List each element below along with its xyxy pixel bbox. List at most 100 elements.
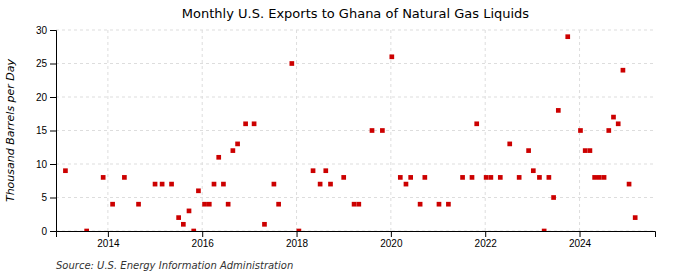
grid-line-x — [390, 30, 391, 231]
point — [542, 229, 547, 231]
point — [565, 34, 570, 39]
point — [578, 128, 583, 133]
point — [191, 229, 196, 231]
y-axis-tick-label: 5 — [41, 192, 47, 203]
point — [583, 148, 588, 153]
point — [437, 202, 442, 207]
point — [169, 182, 174, 187]
grid-line-y — [56, 197, 655, 198]
y-axis-tick-label: 20 — [36, 92, 48, 103]
x-axis-tick-mark — [391, 231, 392, 237]
point — [460, 175, 465, 180]
y-axis-tick: 30 — [36, 25, 56, 36]
point — [633, 215, 638, 220]
point — [526, 148, 531, 153]
x-axis-tick: 2022 — [475, 231, 498, 249]
point — [318, 182, 323, 187]
y-axis: 0 5 10 15 20 25 30 — [36, 25, 57, 237]
point — [408, 175, 413, 180]
point — [297, 229, 302, 231]
y-axis-tick: 25 — [36, 58, 56, 69]
x-axis-tick: 2016 — [192, 231, 215, 249]
point — [446, 202, 451, 207]
grid-line-y — [56, 30, 655, 31]
point — [196, 188, 201, 193]
point — [356, 202, 361, 207]
point — [470, 175, 475, 180]
point — [122, 175, 127, 180]
point — [221, 182, 226, 187]
point — [556, 108, 561, 113]
point — [517, 175, 522, 180]
x-axis-tick-mark — [202, 231, 203, 237]
point — [352, 202, 357, 207]
point — [187, 209, 192, 214]
point — [474, 121, 479, 126]
point — [272, 182, 277, 187]
grid-line-x — [107, 30, 108, 231]
y-axis-tick-mark — [50, 131, 56, 132]
plot-area: 201420162018202020222024051015202530 — [36, 25, 656, 249]
x-axis-tick-mark — [485, 231, 486, 237]
x-axis-tick-mark — [108, 231, 109, 237]
x-axis: 201420162018202020222024 — [57, 231, 656, 249]
point — [110, 202, 115, 207]
point — [262, 222, 267, 227]
point — [537, 175, 542, 180]
point — [231, 148, 236, 153]
grid-line-y — [56, 164, 655, 165]
point — [606, 128, 611, 133]
point — [602, 175, 607, 180]
point — [101, 175, 106, 180]
point — [207, 202, 212, 207]
point — [621, 68, 626, 73]
point — [551, 195, 556, 200]
title: Monthly U.S. Exports to Ghana of Natural… — [182, 6, 530, 21]
y-axis-tick-label: 10 — [36, 159, 48, 170]
y-axis-title: Thousand Barrels per Day — [4, 58, 17, 202]
y-axis-tick: 15 — [36, 125, 56, 136]
y-axis-tick-mark — [50, 164, 56, 165]
point — [398, 175, 403, 180]
x-axis-tick: 2014 — [97, 231, 120, 249]
points — [63, 34, 637, 231]
x-axis-tick-label: 2022 — [475, 238, 498, 249]
point — [276, 202, 281, 207]
y-axis-tick-label: 15 — [36, 125, 48, 136]
point — [328, 182, 333, 187]
annotation: Source: U.S. Energy Information Administ… — [56, 260, 293, 271]
y-axis-tick: 20 — [36, 92, 56, 103]
point — [611, 115, 616, 120]
point — [597, 175, 602, 180]
point — [507, 142, 512, 147]
x-axis-tick-label: 2024 — [569, 238, 592, 249]
point — [160, 182, 165, 187]
x-axis-tick-mark — [580, 231, 581, 237]
y-axis-tick-mark — [50, 97, 56, 98]
point — [404, 182, 409, 187]
point — [370, 128, 375, 133]
point — [547, 175, 552, 180]
y-axis-tick-mark — [50, 198, 56, 199]
point — [422, 175, 427, 180]
y-axis-tick: 0 — [41, 226, 56, 237]
y-axis-tick-mark — [50, 64, 56, 65]
x-axis-tick-label: 2020 — [380, 238, 403, 249]
x-axis-line — [57, 232, 656, 238]
grid-line-y — [56, 130, 655, 131]
y-axis-line — [50, 31, 57, 232]
grid-line-y — [56, 97, 655, 98]
point — [252, 121, 257, 126]
point — [243, 121, 248, 126]
point — [616, 121, 621, 126]
x-axis-tick: 2024 — [569, 231, 592, 249]
point — [212, 182, 217, 187]
grid-line-y — [56, 63, 655, 64]
point — [226, 202, 231, 207]
point — [181, 222, 186, 227]
y-axis-tick-mark — [50, 30, 56, 31]
x-axis-tick: 2020 — [380, 231, 403, 249]
point — [380, 128, 385, 133]
point — [531, 168, 536, 173]
y-axis-tick-mark — [50, 231, 56, 232]
